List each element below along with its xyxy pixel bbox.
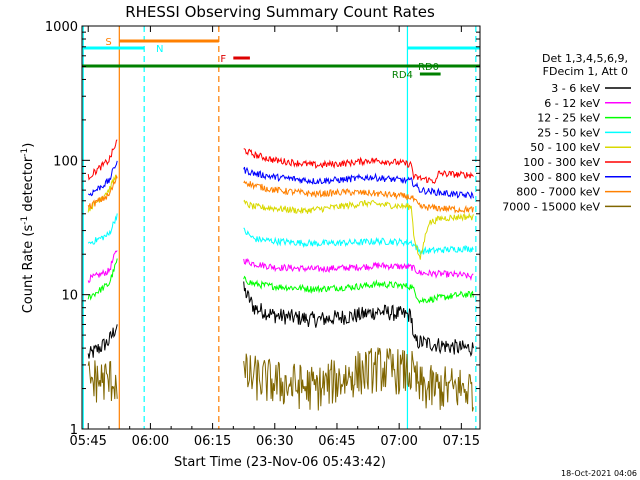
state-bar-label-N: N: [156, 44, 163, 55]
legend-label-5: 50 - 100 keV: [530, 141, 600, 154]
series-2-segment-2: [243, 257, 474, 281]
state-bar-label-RD0: RD0: [418, 62, 439, 73]
y-axis-label-mid: detector: [21, 156, 36, 216]
y-axis-label: Count Rate (s-1 detector-1): [20, 143, 36, 314]
series-7-segment-1: [87, 160, 118, 197]
y-tick-label-2: 100: [53, 154, 78, 169]
y-axis-label-suffix: ): [21, 143, 36, 148]
series-6-segment-2: [243, 148, 474, 184]
y-axis-label-sup1: -1: [20, 216, 30, 225]
series-2-segment-1: [87, 250, 118, 284]
legend-header-line-1: FDecim 1, Att 0: [543, 65, 628, 78]
x-tick-label-1: 06:00: [132, 434, 169, 449]
x-tick-label-2: 06:15: [194, 434, 231, 449]
series-6-segment-1: [87, 139, 118, 181]
state-bar-label-S: S: [105, 37, 111, 48]
y-tick-label-0: 1: [70, 423, 78, 438]
y-tick-label-1: 10: [61, 289, 78, 304]
legend-header-line-0: Det 1,3,4,5,6,9,: [542, 52, 628, 65]
plot-frame: [81, 25, 481, 430]
series-1-segment-2: [243, 281, 474, 357]
series-9-segment-1: [87, 360, 118, 403]
series-8-segment-2: [243, 180, 474, 214]
series-3-segment-2: [243, 275, 474, 304]
series-5-segment-2: [243, 199, 474, 260]
y-axis-label-sup2: -1: [20, 148, 30, 157]
series-4-segment-1: [87, 213, 118, 245]
chart-title: RHESSI Observing Summary Count Rates: [125, 3, 435, 21]
series-3-segment-1: [87, 258, 118, 301]
x-tick-label-0: 05:45: [69, 434, 106, 449]
series-1-segment-1: [87, 324, 118, 359]
series-8-segment-1: [87, 174, 118, 210]
x-tick-label-6: 07:15: [443, 434, 480, 449]
series-9-segment-2: [243, 347, 474, 412]
x-axis-label: Start Time (23-Nov-06 05:43:42): [174, 455, 386, 470]
legend-label-7: 300 - 800 keV: [523, 171, 600, 184]
legend-label-9: 7000 - 15000 keV: [502, 200, 600, 213]
series-7-segment-2: [243, 166, 474, 200]
series-4-segment-2: [243, 227, 474, 255]
x-tick-label-4: 06:45: [318, 434, 355, 449]
legend-label-6: 100 - 300 keV: [523, 156, 600, 169]
state-bar-label-F: F: [220, 54, 226, 65]
x-tick-label-5: 07:00: [380, 434, 417, 449]
x-tick-label-3: 06:30: [256, 434, 293, 449]
y-tick-label-3: 1000: [45, 20, 78, 35]
legend-label-3: 12 - 25 keV: [537, 112, 600, 125]
y-axis-label-prefix: Count Rate (s: [21, 225, 36, 314]
legend-label-2: 6 - 12 keV: [544, 97, 600, 110]
state-bar-label-RD4: RD4: [392, 70, 413, 81]
legend-label-4: 25 - 50 keV: [537, 126, 600, 139]
legend-label-1: 3 - 6 keV: [551, 82, 600, 95]
timestamp: 18-Oct-2021 04:06: [561, 469, 637, 478]
legend-label-8: 800 - 7000 keV: [516, 186, 600, 199]
